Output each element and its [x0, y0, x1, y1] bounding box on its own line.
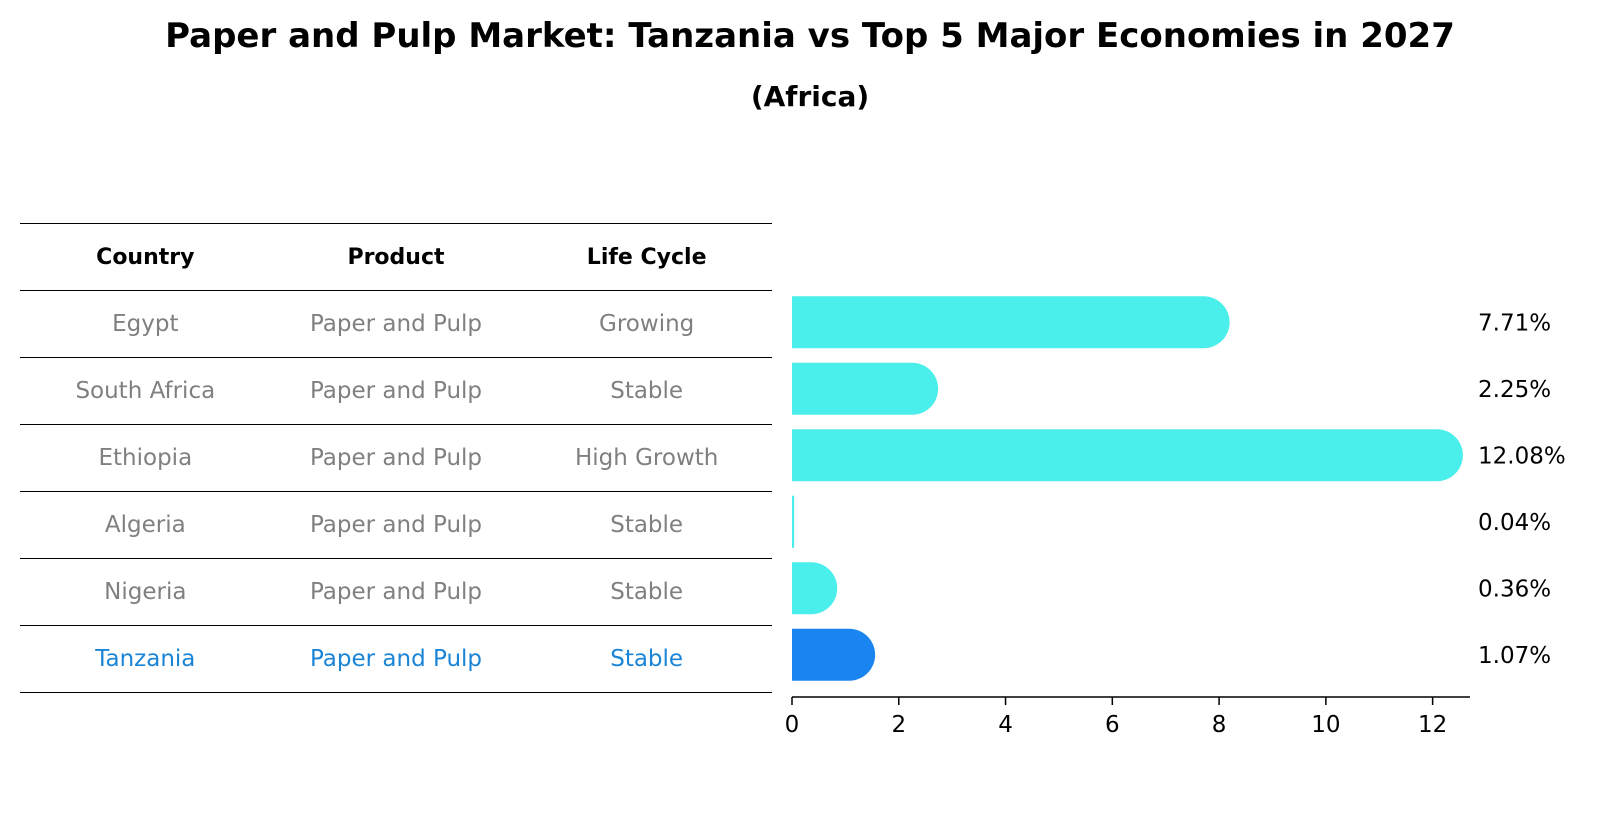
country-cell: South Africa — [20, 357, 271, 425]
country-table: Country Product Life Cycle Egypt Paper a… — [20, 223, 772, 693]
country-cell: Ethiopia — [20, 424, 271, 492]
life-cycle-cell: Stable — [521, 357, 772, 425]
bar — [792, 495, 795, 548]
bar — [792, 562, 838, 615]
bar — [792, 429, 1463, 482]
table-row: Egypt Paper and Pulp Growing — [20, 290, 772, 358]
table-row: Ethiopia Paper and Pulp High Growth — [20, 424, 772, 492]
x-tick-label: 2 — [891, 712, 906, 738]
value-label: 1.07% — [1478, 643, 1551, 669]
country-cell: Tanzania — [20, 625, 271, 693]
table-row: Algeria Paper and Pulp Stable — [20, 491, 772, 559]
bar — [792, 362, 939, 415]
value-label: 0.04% — [1478, 510, 1551, 536]
life-cycle-cell: Stable — [521, 558, 772, 626]
country-cell: Nigeria — [20, 558, 271, 626]
product-cell: Paper and Pulp — [270, 424, 522, 492]
x-tick-label: 10 — [1311, 712, 1340, 738]
table-row-highlighted: Tanzania Paper and Pulp Stable — [20, 625, 772, 693]
x-tick-label: 6 — [1105, 712, 1120, 738]
table-row: South Africa Paper and Pulp Stable — [20, 357, 772, 425]
value-label: 7.71% — [1478, 310, 1551, 336]
column-header-life-cycle: Life Cycle — [521, 223, 772, 291]
chart-title: Paper and Pulp Market: Tanzania vs Top 5… — [165, 16, 1455, 56]
value-label: 0.36% — [1478, 576, 1551, 602]
product-cell: Paper and Pulp — [270, 625, 522, 693]
x-tick-label: 8 — [1212, 712, 1227, 738]
value-label: 2.25% — [1478, 377, 1551, 403]
life-cycle-cell: Growing — [521, 290, 772, 358]
bar — [792, 296, 1230, 349]
x-tick-label: 4 — [998, 712, 1013, 738]
life-cycle-cell: High Growth — [521, 424, 772, 492]
product-cell: Paper and Pulp — [270, 491, 522, 559]
column-header-country: Country — [20, 223, 271, 291]
product-cell: Paper and Pulp — [270, 290, 522, 358]
column-header-product: Product — [270, 223, 522, 291]
country-cell: Egypt — [20, 290, 271, 358]
life-cycle-cell: Stable — [521, 491, 772, 559]
product-cell: Paper and Pulp — [270, 357, 522, 425]
bar-highlighted — [792, 628, 876, 681]
chart-subtitle: (Africa) — [750, 80, 870, 113]
country-cell: Algeria — [20, 491, 271, 559]
table-row: Nigeria Paper and Pulp Stable — [20, 558, 772, 626]
x-tick-label: 0 — [785, 712, 800, 738]
value-label: 12.08% — [1478, 443, 1566, 469]
product-cell: Paper and Pulp — [270, 558, 522, 626]
life-cycle-cell: Stable — [521, 625, 772, 693]
x-tick-label: 12 — [1418, 712, 1447, 738]
table-header-row: Country Product Life Cycle — [20, 223, 772, 291]
